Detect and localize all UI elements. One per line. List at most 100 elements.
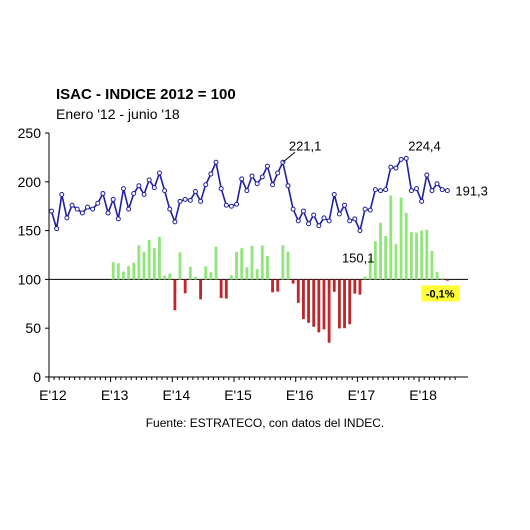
line-point [208, 171, 214, 177]
line-point [126, 206, 132, 212]
bar [173, 279, 177, 311]
bar [152, 248, 156, 280]
line-point [115, 216, 121, 222]
bar [250, 245, 254, 280]
annotation-label: 224,4 [408, 138, 441, 153]
bar [224, 279, 228, 299]
line-point [398, 156, 404, 162]
line-point [234, 201, 240, 207]
line-point [414, 186, 420, 192]
line-point [336, 211, 342, 217]
bar [409, 232, 413, 280]
line-point [74, 206, 80, 212]
annotation-label: 191,3 [455, 184, 488, 199]
line-point [54, 226, 60, 232]
line-point [357, 228, 363, 234]
line-point [362, 206, 368, 212]
bar [384, 235, 388, 280]
bar [363, 276, 367, 280]
line-point [110, 196, 116, 202]
line-point [100, 191, 106, 197]
line-point [259, 174, 265, 180]
line-point [393, 165, 399, 171]
line-point [388, 164, 394, 170]
line-point [136, 183, 142, 189]
line-point [182, 196, 188, 202]
line-point [146, 177, 152, 183]
annotation-label: 221,1 [289, 138, 322, 153]
source-note: Fuente: ESTRATECO, con datos del INDEC. [146, 416, 385, 430]
x-tick-label: E'13 [101, 387, 129, 403]
x-tick-label: E'15 [224, 387, 252, 403]
bar [245, 267, 249, 280]
bar [404, 212, 408, 280]
line-point [321, 215, 327, 221]
line-point [295, 218, 301, 224]
bar [291, 279, 295, 284]
line-point [290, 206, 296, 212]
line-point [331, 191, 337, 197]
bar [209, 272, 213, 280]
line-point [203, 182, 209, 188]
annotation-highlight [421, 285, 460, 302]
bar [389, 195, 393, 280]
bar [415, 232, 418, 280]
line-point [49, 208, 54, 214]
bar [230, 275, 233, 280]
bar [194, 276, 197, 280]
bar [281, 245, 285, 280]
line-point [311, 212, 317, 218]
line-point [326, 218, 332, 224]
line-point [434, 181, 440, 187]
bar [219, 279, 223, 299]
index-line [50, 157, 448, 234]
line-point [84, 204, 90, 210]
line-point [244, 188, 250, 194]
line-point [285, 183, 291, 189]
line-point [64, 215, 70, 221]
y-tick-label: 50 [25, 320, 41, 336]
line-point [424, 172, 430, 178]
y-tick-label: 200 [18, 174, 42, 190]
bar [307, 279, 310, 323]
line-point [172, 219, 178, 225]
bar [440, 278, 444, 280]
line-point [372, 187, 378, 193]
bar [368, 257, 372, 280]
bar [296, 279, 300, 303]
line-point [156, 170, 162, 176]
line-point [275, 170, 281, 176]
chart-title: ISAC - INDICE 2012 = 100 [56, 86, 236, 103]
bar [132, 262, 136, 280]
y-tick-label: 0 [33, 369, 41, 385]
line-point [177, 198, 183, 204]
bar [322, 279, 326, 330]
bar [142, 251, 146, 280]
bar [199, 279, 203, 300]
bar [353, 279, 357, 294]
line-point [300, 208, 306, 214]
line-point [408, 188, 414, 194]
line-point [239, 176, 245, 182]
annotations: 221,1 224,4 150,1 191,3 -0,1% [282, 138, 488, 302]
line-point [270, 182, 276, 188]
line-point [223, 202, 229, 208]
line-point [316, 223, 322, 229]
bar [240, 248, 244, 280]
line-point [141, 191, 147, 197]
bar [394, 244, 398, 280]
x-tick-label: E'14 [163, 387, 191, 403]
bar [178, 252, 182, 280]
annotation-leader [282, 151, 296, 163]
line-point [383, 187, 389, 193]
line-point [79, 210, 85, 216]
line-point [131, 191, 137, 197]
bar [260, 245, 264, 280]
line-point [347, 218, 353, 224]
line-point [120, 186, 126, 192]
line-point [105, 210, 111, 216]
bar [317, 279, 321, 333]
line-point [264, 163, 270, 169]
bar [204, 266, 208, 280]
line-point [59, 191, 65, 197]
